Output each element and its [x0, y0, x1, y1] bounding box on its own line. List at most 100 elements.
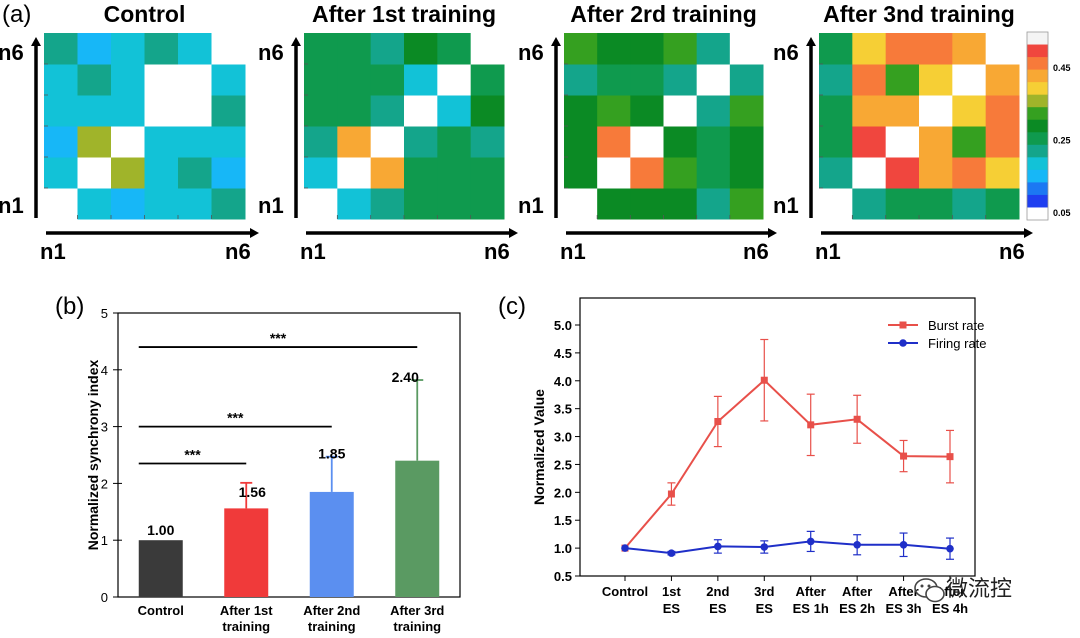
heatmap-title: Control — [104, 1, 186, 27]
cell-n4-n2 — [337, 95, 372, 127]
cell-n3-n1 — [44, 126, 78, 158]
data-point — [667, 490, 675, 498]
colorbar-swatch — [1027, 144, 1048, 158]
cell-n6-n4 — [663, 33, 698, 65]
cell-n5-n3 — [630, 64, 664, 96]
data-point — [807, 421, 815, 429]
y-end-label: n6 — [773, 40, 799, 65]
cell-n2-n1 — [304, 157, 338, 189]
cell-n5-n2 — [337, 64, 372, 96]
y-axis-label: Normalized synchrony index — [85, 359, 101, 550]
cell-n5-n4 — [663, 64, 698, 96]
cell-n4-n2 — [597, 95, 631, 127]
y-tick-label: 4 — [101, 363, 108, 378]
cell-n4-n6 — [985, 95, 1020, 127]
colorbar-tick-label: 0.25 — [1053, 135, 1071, 145]
colorbar-swatch — [1027, 44, 1048, 58]
cell-n6-n2 — [852, 33, 887, 65]
x-tick-label: 2nd ES — [706, 584, 729, 616]
x-end-label: n6 — [743, 239, 769, 264]
bar-value-label: 1.56 — [239, 484, 266, 500]
cell-n4-n3 — [370, 95, 405, 127]
cell-n3-n6 — [985, 126, 1020, 158]
data-point — [714, 542, 722, 551]
y-start-label: n1 — [518, 193, 544, 218]
x-tick-label: Control — [138, 603, 184, 618]
x-tick-label: Control — [602, 584, 648, 599]
cell-n1-n3 — [111, 188, 145, 220]
cell-n1-n5 — [178, 188, 212, 220]
cell-n2-n4 — [404, 157, 438, 189]
cell-n5-n3 — [111, 64, 145, 96]
x-tick-label: 3rd ES — [754, 584, 774, 616]
cell-n4-n3 — [885, 95, 920, 127]
cell-n1-n3 — [885, 188, 920, 220]
legend-label: Burst rate — [928, 318, 984, 333]
cell-n1-n2 — [77, 188, 112, 220]
cell-n3-n2 — [77, 126, 112, 158]
y-axis-arrowhead — [551, 37, 561, 46]
cell-n4-n5 — [952, 95, 987, 127]
heatmap-cells — [44, 33, 246, 220]
y-tick-label: 4.5 — [554, 346, 572, 361]
cell-n5-n4 — [919, 64, 953, 96]
cell-n3-n3 — [111, 126, 145, 158]
cell-n5-n1 — [304, 64, 338, 96]
x-axis-arrowhead — [1024, 228, 1033, 238]
cell-n4-n1 — [819, 95, 853, 127]
cell-n3-n4 — [663, 126, 698, 158]
cell-n3-n4 — [404, 126, 438, 158]
colorbar-swatch — [1027, 157, 1048, 171]
y-tick-label: 1.5 — [554, 513, 572, 528]
data-point — [899, 540, 908, 549]
cell-n6-n3 — [111, 33, 145, 65]
x-start-label: n1 — [300, 239, 326, 264]
cell-n3-n6 — [729, 126, 764, 158]
cell-n3-n5 — [178, 126, 212, 158]
legend-marker — [899, 339, 907, 347]
bar — [224, 508, 269, 597]
y-tick-label: 5.0 — [554, 318, 572, 333]
heatmap-title: After 2rd training — [570, 1, 757, 27]
colorbar-swatch — [1027, 119, 1048, 133]
cell-n4-n4 — [404, 95, 438, 127]
colorbar-swatch — [1027, 182, 1048, 196]
y-start-label: n1 — [773, 193, 799, 218]
cell-n4-n6 — [729, 95, 764, 127]
x-axis-arrowhead — [509, 228, 518, 238]
colorbar-frame — [1026, 31, 1049, 221]
data-point — [714, 417, 722, 425]
y-tick-label: 2.0 — [554, 485, 572, 500]
bar-value-label: 2.40 — [392, 369, 419, 385]
y-tick-label: 1.0 — [554, 541, 572, 556]
colorbar-swatch — [1027, 132, 1048, 146]
x-tick-label: After ES 2h — [839, 584, 875, 616]
colorbar-swatch — [1027, 94, 1048, 108]
cell-n2-n3 — [370, 157, 405, 189]
cell-n6-n6 — [985, 33, 1020, 65]
colorbar-swatch — [1027, 207, 1048, 221]
cell-n1-n2 — [337, 188, 372, 220]
series-line — [624, 378, 951, 549]
cell-n5-n5 — [178, 64, 212, 96]
bar — [138, 540, 183, 597]
cell-n5-n6 — [729, 64, 764, 96]
cell-n3-n6 — [470, 126, 505, 158]
cell-n4-n6 — [470, 95, 505, 127]
data-point — [760, 376, 768, 384]
cell-n4-n5 — [178, 95, 212, 127]
data-point — [760, 543, 769, 551]
x-start-label: n1 — [560, 239, 586, 264]
cell-n6-n5 — [178, 33, 212, 65]
y-tick-label: 3.0 — [554, 430, 572, 445]
cell-n2-n2 — [852, 157, 887, 189]
cell-n4-n4 — [663, 95, 698, 127]
data-point — [853, 540, 861, 549]
data-point — [806, 537, 815, 546]
data-point — [667, 549, 676, 557]
heatmap-title: After 3nd training — [823, 1, 1015, 27]
cell-n6-n2 — [77, 33, 112, 65]
cell-n6-n4 — [919, 33, 953, 65]
cell-n3-n1 — [564, 126, 598, 158]
colorbar-swatch — [1027, 169, 1048, 183]
